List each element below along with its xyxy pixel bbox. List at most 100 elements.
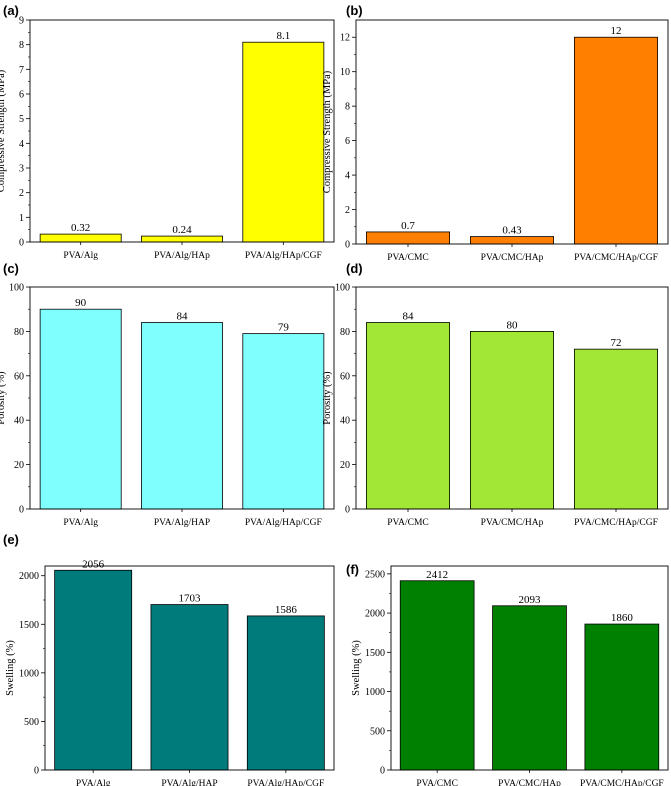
y-tick-label: 80 — [14, 327, 24, 338]
bar — [39, 233, 122, 243]
y-tick-label: 2500 — [365, 569, 385, 580]
y-tick-label: 500 — [370, 726, 385, 737]
y-axis-title: Porosity (%) — [322, 371, 333, 425]
plot-frame — [390, 565, 669, 771]
y-tick-label: 4 — [19, 139, 24, 150]
data-label: 72 — [611, 337, 622, 349]
data-label: 0.32 — [71, 222, 90, 234]
category-tick-label: PVA/Alg/HAp/CGF — [245, 518, 322, 528]
y-tick-label: 1000 — [19, 668, 39, 679]
y-axis-title: Swelling (%) — [5, 640, 16, 696]
y-axis-title: Compressive Strength (MPa) — [322, 70, 333, 193]
data-label: 0.24 — [172, 224, 192, 236]
category-tick-label: PVA/CMC — [387, 253, 429, 263]
bar — [141, 322, 223, 510]
data-label: 2412 — [426, 569, 448, 581]
bar — [574, 348, 659, 510]
category-tick-label: PVA/CMC — [387, 518, 429, 528]
data-label: 1586 — [275, 604, 298, 616]
bar — [399, 580, 475, 771]
category-tick-label: PVA/Alg/HAp/CGF — [245, 251, 322, 261]
category-tick-label: PVA/Alg/HAP — [154, 518, 210, 528]
panel-c: (c) 90 PVA/Alg 84 PVA/Alg/HAP 79 PVA/Alg/HAp/C… — [0, 261, 335, 528]
panel-f: (f) 2412 PVA/CMC 2093 PVA/CMC/HAp 1860 PVA/CMC… — [346, 562, 669, 786]
y-tick-label: 0 — [19, 238, 24, 249]
data-label: 12 — [611, 25, 622, 37]
y-tick-label: 10 — [340, 67, 350, 78]
y-tick-label: 1000 — [365, 687, 385, 698]
y-tick-label: 1500 — [365, 648, 385, 659]
y-tick-label: 6 — [19, 90, 24, 101]
y-tick-label: 2 — [19, 188, 24, 199]
y-tick-label: 100 — [9, 283, 24, 294]
y-tick-label: 0 — [380, 766, 385, 777]
bar — [39, 308, 122, 510]
y-tick-label: 12 — [340, 33, 350, 44]
plot-frame — [44, 565, 335, 771]
y-tick-label: 0 — [345, 505, 350, 516]
y-tick-label: 0 — [34, 766, 39, 777]
y-tick-label: 100 — [335, 283, 350, 294]
y-axis-title: Porosity (%) — [0, 371, 7, 425]
y-tick-label: 80 — [340, 327, 350, 338]
category-tick-label: PVA/Alg/HAp/CGF — [247, 779, 324, 786]
data-label: 0.7 — [401, 220, 415, 232]
panel-label: (d) — [346, 261, 363, 276]
panel-label: (c) — [3, 261, 19, 276]
y-tick-label: 0 — [345, 240, 350, 251]
bar — [246, 615, 325, 771]
y-tick-label: 6 — [345, 136, 350, 147]
data-label: 1860 — [611, 612, 634, 624]
y-tick-label: 60 — [14, 371, 24, 382]
y-tick-label: 0 — [19, 505, 24, 516]
bar — [584, 623, 660, 771]
data-label: 2056 — [82, 558, 105, 570]
data-label: 84 — [177, 311, 189, 323]
panel-label: (f) — [346, 562, 359, 577]
bar — [492, 605, 567, 771]
panel-label: (a) — [3, 3, 19, 18]
category-tick-label: PVA/CMC/HAp — [498, 779, 561, 786]
y-tick-label: 7 — [19, 65, 24, 76]
panel-a: (a) 0.32 PVA/Alg 0.24 PVA/Alg/HAp 8.1 PVA/Alg/… — [0, 3, 335, 261]
data-label: 80 — [507, 319, 519, 331]
bar — [574, 36, 659, 245]
data-label: 90 — [75, 297, 87, 309]
bar — [469, 330, 554, 510]
y-axis-title: Compressive Strength (MPa) — [0, 69, 7, 192]
data-label: 0.43 — [502, 225, 522, 237]
data-label: 8.1 — [276, 30, 290, 42]
y-tick-label: 1500 — [19, 620, 39, 631]
plot-frame — [29, 19, 335, 243]
bar — [54, 569, 133, 771]
y-tick-label: 20 — [340, 460, 350, 471]
category-tick-label: PVA/CMC/HAp — [481, 518, 544, 528]
y-tick-label: 60 — [340, 371, 350, 382]
plot-frame — [355, 19, 669, 245]
y-tick-label: 2000 — [19, 571, 39, 582]
category-tick-label: PVA/CMC — [416, 779, 458, 786]
y-tick-label: 2 — [345, 205, 350, 216]
bar — [242, 41, 325, 243]
category-tick-label: PVA/Alg — [63, 251, 98, 261]
y-tick-label: 40 — [14, 416, 24, 427]
panel-b: (b) 0.7 PVA/CMC 0.43 PVA/CMC/HAp 12 PVA/CMC/HA… — [322, 3, 669, 263]
category-tick-label: PVA/CMC/HAp/CGF — [574, 518, 658, 528]
panel-e: (e) 2056 PVA/Alg 1703 PVA/Alg/HAP 1586 PVA/Alg… — [3, 532, 335, 786]
y-axis-title: Swelling (%) — [351, 640, 362, 696]
data-label: 2093 — [519, 594, 542, 606]
category-tick-label: PVA/CMC/HAp/CGF — [580, 779, 664, 786]
y-tick-label: 8 — [19, 40, 24, 51]
plot-frame — [29, 286, 335, 510]
y-tick-label: 500 — [24, 717, 39, 728]
category-tick-label: PVA/Alg/HAP — [161, 779, 217, 786]
y-tick-label: 2000 — [365, 609, 385, 620]
data-label: 84 — [403, 311, 415, 323]
y-tick-label: 4 — [345, 171, 350, 182]
bar — [365, 231, 450, 245]
y-tick-label: 40 — [340, 416, 350, 427]
data-label: 1703 — [179, 593, 202, 605]
bar — [469, 236, 554, 245]
category-tick-label: PVA/CMC/HAp — [481, 253, 544, 263]
